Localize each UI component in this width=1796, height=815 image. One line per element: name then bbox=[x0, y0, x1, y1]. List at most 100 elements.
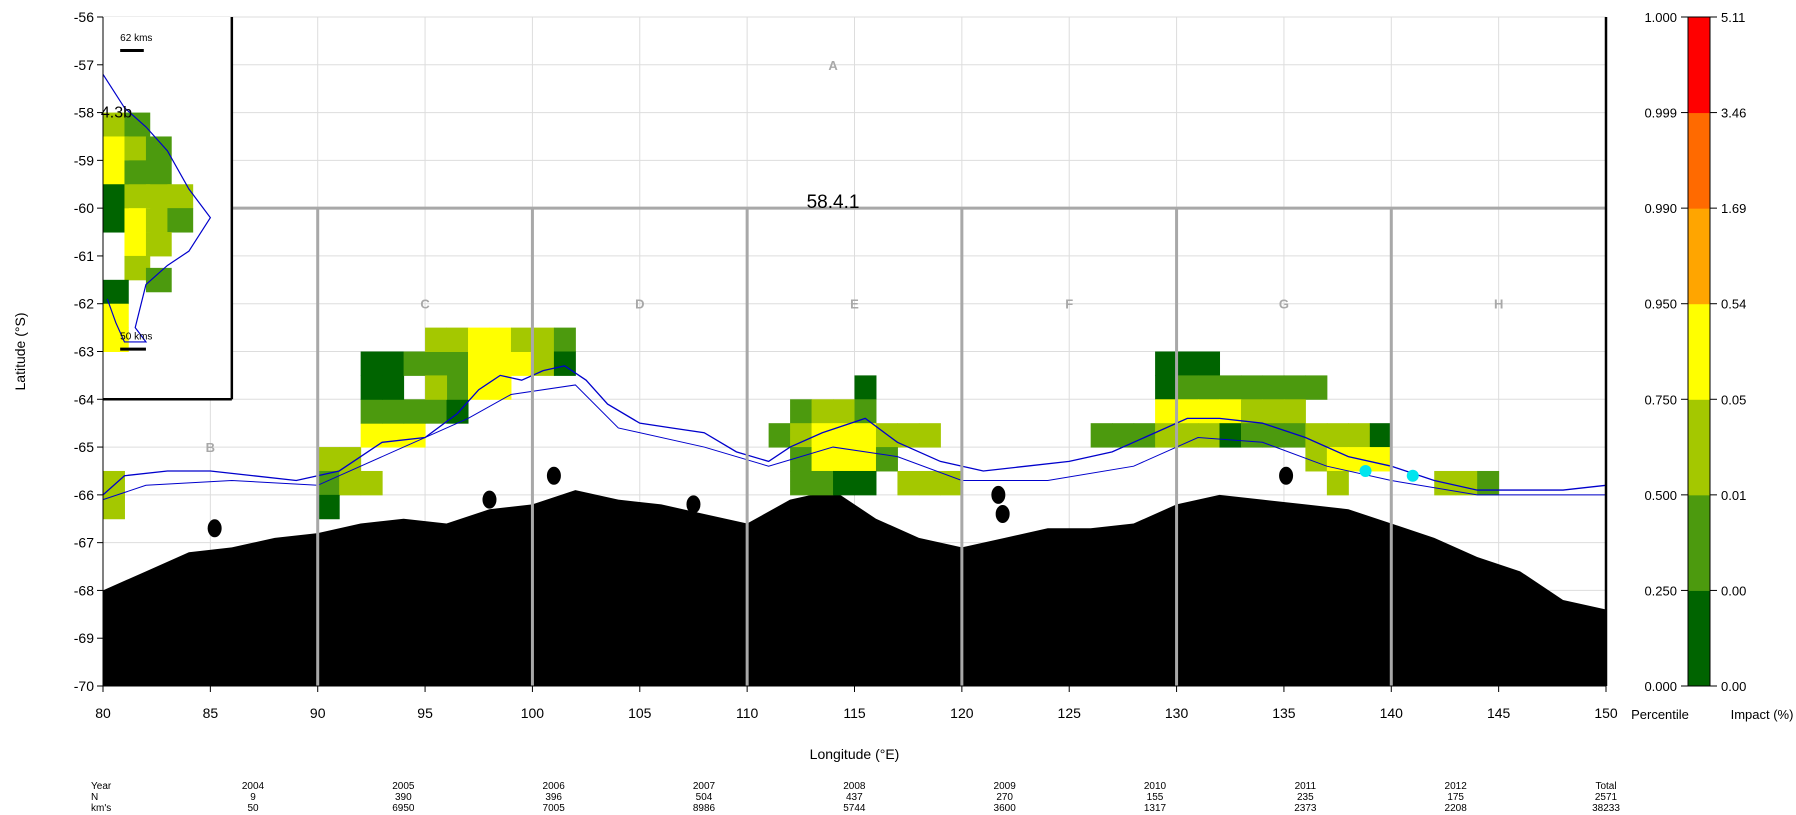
impact-cell bbox=[360, 470, 383, 496]
impact-cell bbox=[317, 494, 340, 520]
inset-coastline bbox=[102, 74, 212, 343]
impact-cell bbox=[1369, 423, 1392, 448]
table-n: 504 bbox=[696, 792, 713, 803]
table-kms: 6950 bbox=[392, 803, 415, 814]
impact-tick-label: 0.05 bbox=[1721, 392, 1746, 407]
y-tick-label: -63 bbox=[74, 344, 94, 360]
sub-area-label: G bbox=[1279, 297, 1289, 312]
sub-area-label: C bbox=[420, 297, 430, 312]
impact-cell bbox=[382, 351, 405, 376]
table-year: 2008 bbox=[843, 781, 866, 792]
sub-area-label: A bbox=[828, 58, 838, 73]
sub-area-label: E bbox=[850, 297, 859, 312]
inset-label: 4.3b bbox=[101, 104, 132, 121]
impact-cell bbox=[811, 470, 834, 496]
impact-cell bbox=[425, 375, 448, 400]
impact-cell bbox=[489, 351, 512, 376]
coastline-trace bbox=[102, 384, 1606, 501]
percentile-tick-label: 0.999 bbox=[1644, 106, 1677, 121]
impact-cell bbox=[768, 423, 791, 448]
x-tick-label: 85 bbox=[203, 705, 219, 721]
impact-cell bbox=[382, 423, 405, 448]
impact-cell bbox=[940, 470, 963, 496]
impact-cell bbox=[510, 351, 533, 376]
impact-cell bbox=[553, 327, 576, 352]
island bbox=[991, 485, 1006, 504]
table-n: 2571 bbox=[1595, 792, 1618, 803]
table-n: 390 bbox=[395, 792, 412, 803]
inset-cell bbox=[103, 279, 129, 305]
x-tick-label: 110 bbox=[736, 705, 759, 721]
impact-cell bbox=[1348, 423, 1371, 448]
x-tick-label: 150 bbox=[1594, 705, 1618, 721]
sub-area-label: D bbox=[635, 297, 644, 312]
x-tick-label: 95 bbox=[417, 705, 433, 721]
x-tick-label: 125 bbox=[1058, 705, 1082, 721]
impact-cell bbox=[403, 351, 426, 376]
impact-cell bbox=[1198, 399, 1221, 424]
table-kms: 1317 bbox=[1144, 803, 1167, 814]
percentile-tick-label: 0.950 bbox=[1644, 297, 1677, 312]
impact-cell bbox=[317, 470, 340, 496]
y-tick-label: -64 bbox=[74, 391, 94, 407]
impact-cell bbox=[446, 327, 469, 352]
sub-area-label: B bbox=[206, 440, 215, 455]
impact-cell bbox=[1198, 351, 1221, 376]
island bbox=[686, 495, 701, 514]
impact-cell bbox=[1369, 447, 1392, 472]
colorbar-segment bbox=[1688, 494, 1710, 591]
percentile-tick-label: 0.990 bbox=[1644, 201, 1677, 216]
percentile-tick-label: 0.750 bbox=[1644, 392, 1677, 407]
impact-cell bbox=[403, 423, 426, 448]
impact-tick-label: 1.69 bbox=[1721, 201, 1746, 216]
scale-bar-top-label: 62 kms bbox=[120, 33, 152, 44]
impact-cell bbox=[553, 351, 576, 376]
impact-cell bbox=[425, 327, 448, 352]
impact-tick-label: 0.00 bbox=[1721, 679, 1746, 694]
coastline-trace bbox=[102, 365, 1607, 496]
impact-cell bbox=[532, 351, 555, 376]
impact-cell bbox=[1326, 447, 1349, 472]
percentile-axis-label: Percentile bbox=[1631, 707, 1689, 722]
impact-cell bbox=[446, 375, 469, 400]
table-year: 2006 bbox=[543, 781, 566, 792]
percentile-tick-label: 0.500 bbox=[1644, 488, 1677, 503]
impact-cell bbox=[918, 423, 941, 448]
impact-cell bbox=[1198, 375, 1221, 400]
impact-cell bbox=[1219, 399, 1242, 424]
impact-cell bbox=[1176, 423, 1199, 448]
table-kms: 38233 bbox=[1592, 803, 1620, 814]
y-tick-label: -62 bbox=[74, 296, 94, 312]
table-row-label: km's bbox=[91, 803, 111, 814]
impact-cell bbox=[1090, 423, 1113, 448]
impact-cell bbox=[1155, 399, 1178, 424]
impact-cell bbox=[833, 423, 855, 448]
x-tick-label: 90 bbox=[310, 705, 326, 721]
table-n: 235 bbox=[1297, 792, 1314, 803]
y-tick-label: -61 bbox=[74, 248, 94, 264]
impact-cell bbox=[854, 399, 877, 424]
y-tick-label: -69 bbox=[74, 630, 94, 646]
impact-cell bbox=[1326, 423, 1349, 448]
island bbox=[1279, 466, 1294, 485]
table-n: 396 bbox=[545, 792, 562, 803]
impact-cell bbox=[833, 447, 855, 472]
colorbar-segment bbox=[1688, 17, 1710, 114]
inset-cell bbox=[167, 184, 194, 209]
island bbox=[546, 466, 561, 485]
x-tick-label: 135 bbox=[1272, 705, 1296, 721]
impact-cell bbox=[489, 375, 512, 400]
impact-cell bbox=[1283, 399, 1306, 424]
table-kms: 50 bbox=[247, 803, 259, 814]
table-year: 2007 bbox=[693, 781, 716, 792]
impact-cell bbox=[1133, 423, 1156, 448]
impact-cell bbox=[1219, 375, 1242, 400]
highlight-point bbox=[1406, 469, 1419, 482]
percentile-tick-label: 0.250 bbox=[1644, 583, 1677, 598]
impact-cell bbox=[918, 470, 941, 496]
island bbox=[995, 504, 1010, 523]
island bbox=[207, 519, 222, 538]
table-year: 2012 bbox=[1445, 781, 1468, 792]
percentile-tick-label: 1.000 bbox=[1644, 10, 1677, 25]
